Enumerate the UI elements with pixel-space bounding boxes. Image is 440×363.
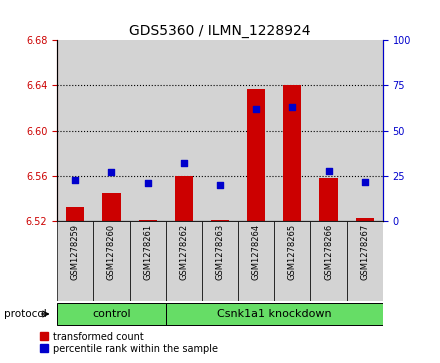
Bar [356,218,374,221]
Bar [274,221,311,301]
Bar [103,193,121,221]
Text: GSM1278266: GSM1278266 [324,224,333,280]
Point [216,182,224,188]
Point [289,104,296,110]
Point [144,180,151,186]
Bar [274,40,311,221]
Bar [247,89,265,221]
Bar [166,221,202,301]
Bar [347,221,383,301]
Bar [238,221,274,301]
Bar [166,40,202,221]
Bar [57,221,93,301]
Point [361,179,368,184]
Legend: transformed count, percentile rank within the sample: transformed count, percentile rank withi… [40,331,218,354]
Bar [238,40,274,221]
Bar [139,220,157,221]
Bar [166,303,383,325]
Text: control: control [92,309,131,319]
Bar [319,178,337,221]
Text: GSM1278260: GSM1278260 [107,224,116,280]
Text: GSM1278261: GSM1278261 [143,224,152,280]
Text: GSM1278265: GSM1278265 [288,224,297,280]
Point [325,168,332,174]
Bar [175,176,193,221]
Text: GSM1278267: GSM1278267 [360,224,369,280]
Point [253,106,260,112]
Point [180,160,187,166]
Bar [57,40,93,221]
Point [108,170,115,175]
Bar [129,40,166,221]
Bar [57,303,166,325]
Text: Csnk1a1 knockdown: Csnk1a1 knockdown [217,309,332,319]
Bar [202,221,238,301]
Bar [202,40,238,221]
Bar [283,85,301,221]
Point [72,177,79,183]
Bar [93,40,129,221]
Text: GSM1278259: GSM1278259 [71,224,80,280]
Bar [211,220,229,221]
Text: protocol: protocol [4,309,47,319]
Bar [66,207,84,221]
Bar [311,40,347,221]
Bar [311,221,347,301]
Bar [347,40,383,221]
Bar [129,221,166,301]
Text: GSM1278262: GSM1278262 [180,224,188,280]
Title: GDS5360 / ILMN_1228924: GDS5360 / ILMN_1228924 [129,24,311,37]
Bar [93,221,129,301]
Text: GSM1278263: GSM1278263 [216,224,224,280]
Text: GSM1278264: GSM1278264 [252,224,260,280]
